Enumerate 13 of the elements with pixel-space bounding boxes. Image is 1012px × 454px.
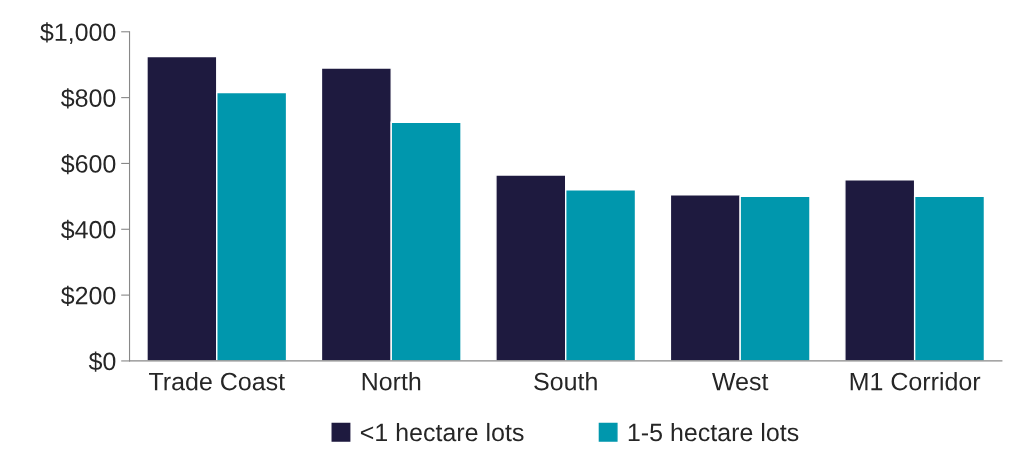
x-tick-label: M1 Corridor	[850, 372, 981, 391]
x-tick-label: Trade Coast	[149, 372, 285, 391]
x-tick-label: West	[712, 372, 769, 391]
y-tick-label: $600	[61, 153, 116, 175]
legend-label: <1 hectare lots	[360, 422, 524, 442]
y-tick-label: $800	[61, 88, 116, 109]
legend-label: 1-5 hectare lots	[628, 422, 799, 442]
y-tick-label: $400	[61, 219, 116, 241]
y-tick-label: $0	[88, 351, 116, 372]
x-tick-label: North	[362, 372, 421, 391]
y-tick-label: $200	[61, 285, 116, 306]
y-tick-label: $1,000	[40, 22, 116, 45]
x-tick-label: South	[534, 372, 597, 391]
